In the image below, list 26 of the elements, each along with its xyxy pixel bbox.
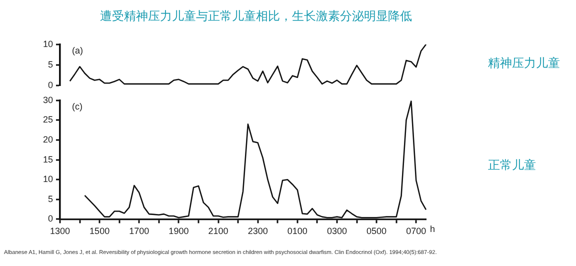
y-tick-label: 0 <box>48 214 53 224</box>
annotation: (a) <box>72 45 83 56</box>
y-tick-label: 15 <box>42 154 53 164</box>
x-tick-label: 1500 <box>90 226 110 236</box>
x-tick-label: 0500 <box>366 226 387 236</box>
text: 精神压力儿童 <box>488 55 560 72</box>
text: 正常儿童 <box>488 157 536 174</box>
chart-title: 遭受精神压力儿童与正常儿童相比，生长激素分泌明显降低 <box>100 8 412 25</box>
x-tick-label: 1900 <box>168 226 189 236</box>
y-tick-label: 5 <box>48 194 53 204</box>
y-tick-label: 20 <box>42 134 53 144</box>
x-tick-label: 0700 <box>406 226 426 236</box>
y-tick-label: 5 <box>48 59 53 70</box>
x-tick-label: 1700 <box>129 226 150 236</box>
x-tick-label: 1300 <box>50 226 70 236</box>
x-tick-label: 2100 <box>208 226 228 236</box>
y-tick-label: 10 <box>42 38 53 49</box>
x-tick-label: 2300 <box>248 226 268 236</box>
x-tick-label: 0100 <box>287 226 308 236</box>
x-axis-title: h <box>430 224 436 234</box>
y-tick-label: 30 <box>42 94 53 105</box>
x-tick-label: 0300 <box>326 226 347 236</box>
y-tick-label: 0 <box>48 80 53 90</box>
y-tick-label: 10 <box>42 174 53 184</box>
annotation: (c) <box>72 101 82 112</box>
y-tick-label: 25 <box>42 114 53 125</box>
